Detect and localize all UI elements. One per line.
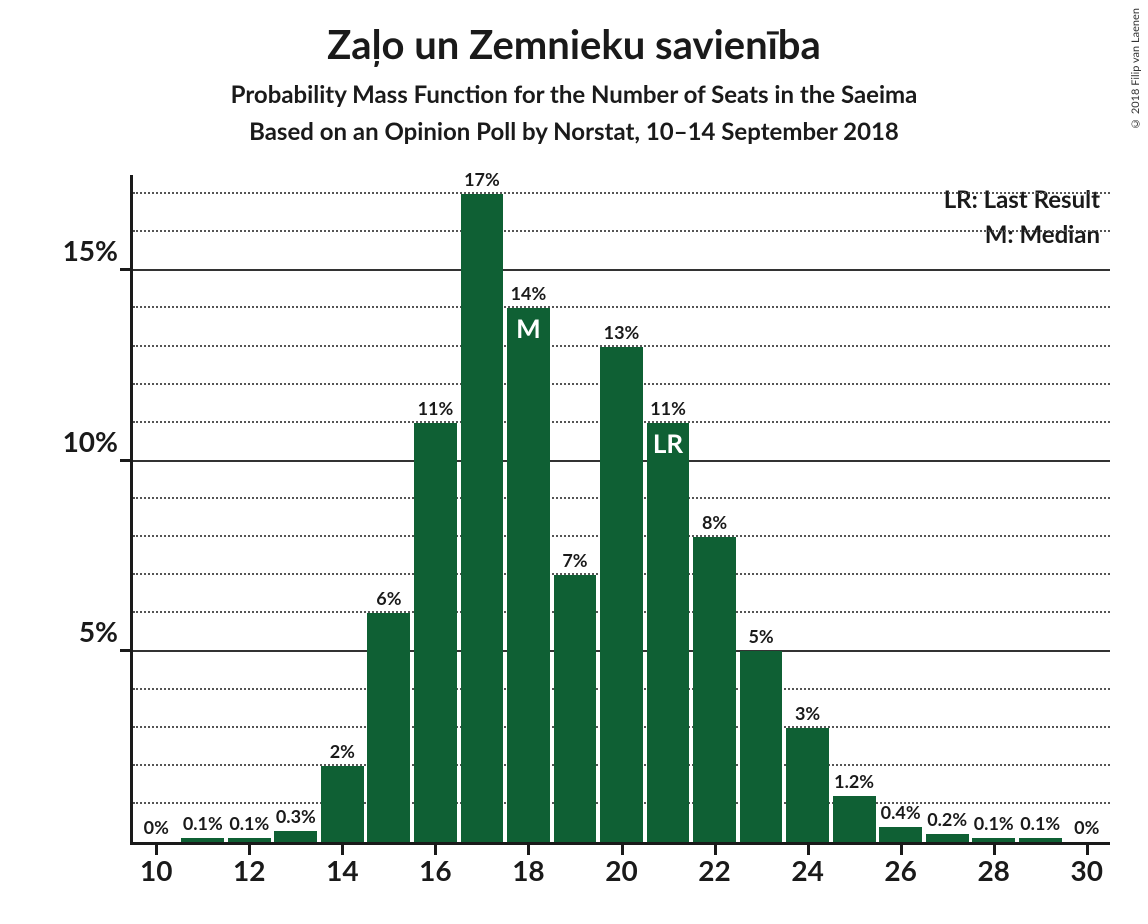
x-tick-mark: [993, 845, 996, 855]
bar-value-label: 0.1%: [229, 812, 269, 834]
x-tick-mark: [621, 845, 624, 855]
bar: [507, 308, 550, 842]
bar: [693, 537, 736, 842]
bar: [926, 834, 969, 842]
x-tick-label: 20: [605, 853, 637, 887]
bar-value-label: 6%: [376, 587, 401, 609]
bar-value-label: 0.1%: [974, 812, 1014, 834]
bar: [414, 423, 457, 842]
bar-value-label: 0.2%: [927, 808, 967, 830]
legend: LR: Last Result M: Median: [944, 185, 1100, 255]
x-tick-label: 24: [791, 853, 823, 887]
x-tick-label: 10: [140, 853, 172, 887]
x-tick-label: 22: [698, 853, 730, 887]
x-tick-mark: [434, 845, 437, 855]
bar: [833, 796, 876, 842]
bar-value-label: 0%: [144, 816, 169, 838]
copyright-text: © 2018 Filip van Laenen: [1129, 8, 1142, 130]
grid-minor: [133, 230, 1110, 232]
bar-value-label: 11%: [650, 397, 686, 419]
x-tick-label: 18: [512, 853, 544, 887]
bar: [600, 347, 643, 842]
bar-value-label: 17%: [464, 168, 500, 190]
grid-minor: [133, 192, 1110, 194]
x-tick-label: 26: [884, 853, 916, 887]
y-axis: [130, 175, 133, 845]
chart-subtitle-2: Based on an Opinion Poll by Norstat, 10–…: [0, 117, 1148, 146]
x-tick-mark: [248, 845, 251, 855]
bar: [321, 766, 364, 842]
chart-title: Zaļo un Zemnieku savienība: [0, 20, 1148, 68]
bar: [740, 651, 783, 842]
legend-median: M: Median: [944, 220, 1100, 249]
bar-value-label: 5%: [748, 625, 773, 647]
y-tick-mark: [120, 649, 130, 652]
bar-value-label: 11%: [418, 397, 454, 419]
bar-value-label: 0.3%: [276, 805, 316, 827]
x-tick-mark: [807, 845, 810, 855]
x-tick-label: 14: [326, 853, 358, 887]
grid-minor: [133, 306, 1110, 308]
chart-subtitle-1: Probability Mass Function for the Number…: [0, 80, 1148, 109]
x-tick-label: 12: [233, 853, 265, 887]
bar: [367, 613, 410, 842]
title-block: Zaļo un Zemnieku savienība Probability M…: [0, 0, 1148, 146]
y-tick-label: 10%: [63, 424, 118, 458]
bar-value-label: 0.4%: [881, 801, 921, 823]
bar-value-label: 13%: [604, 321, 640, 343]
y-tick-label: 15%: [63, 233, 118, 267]
bar: [786, 728, 829, 842]
bar-value-label: 3%: [795, 702, 820, 724]
bar-value-label: 0%: [1074, 816, 1099, 838]
grid-major: [133, 269, 1110, 271]
bar-value-label: 0.1%: [183, 812, 223, 834]
bar: [181, 838, 224, 842]
x-tick-mark: [155, 845, 158, 855]
bar: [1019, 838, 1062, 842]
x-tick-mark: [1086, 845, 1089, 855]
bar: [879, 827, 922, 842]
bar-value-label: 0.1%: [1020, 812, 1060, 834]
bar: [274, 831, 317, 842]
bar-value-label: 7%: [562, 549, 587, 571]
last-result-marker: LR: [653, 427, 683, 459]
bar: [972, 838, 1015, 842]
bar-value-label: 14%: [511, 282, 547, 304]
bar: [554, 575, 597, 842]
bar: [461, 194, 504, 842]
x-tick-mark: [714, 845, 717, 855]
y-tick-mark: [120, 459, 130, 462]
plot-area: LR: Last Result M: Median 5%10%15%101214…: [130, 175, 1110, 845]
x-tick-label: 28: [977, 853, 1009, 887]
legend-last-result: LR: Last Result: [944, 185, 1100, 214]
bar-value-label: 1.2%: [834, 770, 874, 792]
bar-value-label: 8%: [702, 511, 727, 533]
bar: [647, 423, 690, 842]
x-tick-label: 16: [419, 853, 451, 887]
y-tick-label: 5%: [79, 614, 118, 648]
median-marker: M: [516, 312, 541, 344]
chart-container: Zaļo un Zemnieku savienība Probability M…: [0, 0, 1148, 924]
x-tick-mark: [527, 845, 530, 855]
bar: [228, 838, 271, 842]
y-tick-mark: [120, 268, 130, 271]
x-tick-mark: [900, 845, 903, 855]
x-tick-mark: [341, 845, 344, 855]
x-tick-label: 30: [1070, 853, 1102, 887]
bar-value-label: 2%: [330, 740, 355, 762]
